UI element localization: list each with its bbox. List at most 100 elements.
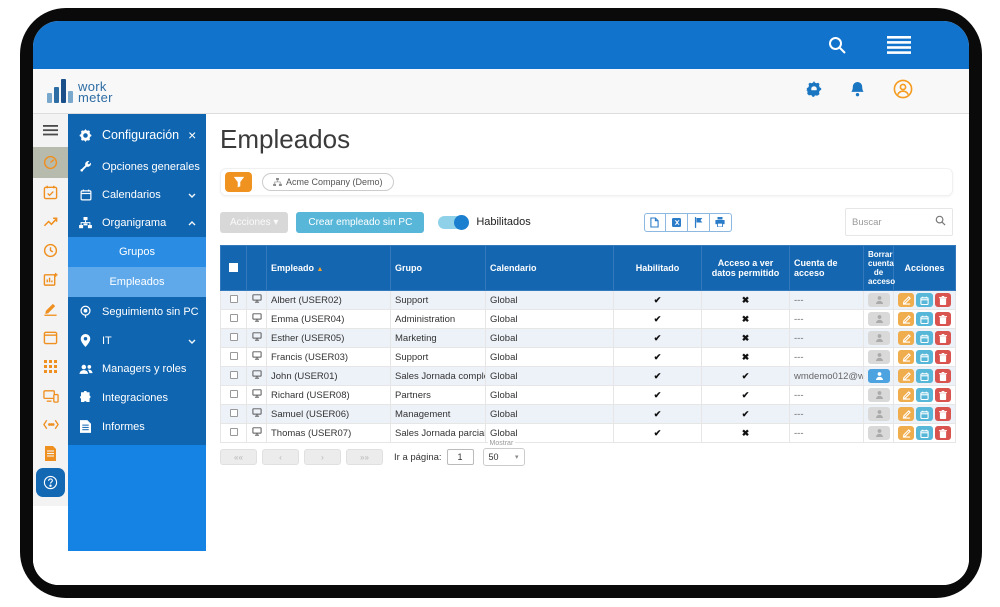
sidebar-item-configuracion[interactable]: Configuración ×	[68, 120, 206, 152]
edit-pencil-icon[interactable]	[33, 294, 68, 323]
employee-name[interactable]: Samuel (USER06)	[266, 404, 391, 424]
delete-button[interactable]	[934, 388, 951, 402]
row-checkbox[interactable]	[229, 370, 238, 379]
sidebar-item-seguimiento-sin-pc[interactable]: Seguimiento sin PC	[68, 297, 206, 326]
company-filter-chip[interactable]: Acme Company (Demo)	[262, 173, 394, 191]
row-checkbox[interactable]	[229, 351, 238, 360]
collapse-menu-icon[interactable]	[43, 123, 58, 141]
edit-button[interactable]	[898, 331, 915, 345]
dashboard-icon[interactable]	[33, 147, 68, 178]
delete-account-button[interactable]	[868, 350, 890, 364]
clock-icon[interactable]	[33, 236, 68, 265]
delete-button[interactable]	[934, 312, 951, 326]
close-icon[interactable]: ×	[188, 127, 197, 143]
delete-button[interactable]	[934, 331, 951, 345]
sidebar-item-integraciones[interactable]: Integraciones	[68, 383, 206, 412]
calendar-button[interactable]	[916, 388, 933, 402]
delete-account-button[interactable]	[868, 312, 890, 326]
delete-account-button[interactable]	[868, 407, 890, 421]
print-button[interactable]	[709, 212, 732, 232]
employee-name[interactable]: Albert (USER02)	[266, 290, 391, 310]
workmeter-logo[interactable]: work meter	[47, 79, 113, 104]
sidebar-item-empleados[interactable]: Empleados	[68, 267, 206, 297]
sidebar-item-organigrama[interactable]: Organigrama	[68, 209, 206, 237]
trend-chart-icon[interactable]	[33, 207, 68, 236]
col-calendario[interactable]: Calendario	[485, 245, 614, 291]
employee-name[interactable]: Richard (USER08)	[266, 385, 391, 405]
create-employee-button[interactable]: Crear empleado sin PC	[296, 211, 425, 233]
goto-page-input[interactable]	[446, 449, 474, 465]
edit-button[interactable]	[898, 293, 915, 307]
employee-name[interactable]: Francis (USER03)	[266, 347, 391, 367]
filter-button[interactable]	[225, 172, 252, 192]
delete-account-button[interactable]	[868, 369, 890, 383]
sidebar-item-opciones-generales[interactable]: Opciones generales	[68, 152, 206, 181]
apps-grid-icon[interactable]	[33, 352, 68, 381]
enabled-toggle[interactable]	[438, 214, 470, 230]
col-acceso[interactable]: Acceso a ver datos permitido	[701, 245, 790, 291]
row-checkbox[interactable]	[229, 408, 238, 417]
edit-button[interactable]	[898, 388, 915, 402]
calendar-button[interactable]	[916, 407, 933, 421]
calendar-button[interactable]	[916, 369, 933, 383]
row-checkbox[interactable]	[229, 332, 238, 341]
document-icon[interactable]	[33, 439, 68, 468]
sidebar-item-calendarios[interactable]: Calendarios	[68, 181, 206, 209]
calendar-button[interactable]	[916, 426, 933, 440]
export-excel-button[interactable]	[665, 212, 688, 232]
search-icon[interactable]	[935, 213, 946, 231]
col-habilitado[interactable]: Habilitado	[613, 245, 702, 291]
calendar-button[interactable]	[916, 331, 933, 345]
delete-account-button[interactable]	[868, 331, 890, 345]
export-pdf-button[interactable]	[643, 212, 666, 232]
notifications-bell-icon[interactable]	[850, 81, 865, 102]
sidebar-item-informes[interactable]: Informes	[68, 412, 206, 441]
row-checkbox[interactable]	[229, 389, 238, 398]
report-add-icon[interactable]	[33, 265, 68, 294]
edit-button[interactable]	[898, 312, 915, 326]
edit-button[interactable]	[898, 426, 915, 440]
user-avatar-icon[interactable]	[893, 79, 913, 104]
calendar-button[interactable]	[916, 312, 933, 326]
employee-name[interactable]: John (USER01)	[266, 366, 391, 386]
calendar-button[interactable]	[916, 293, 933, 307]
edit-button[interactable]	[898, 369, 915, 383]
col-cuenta[interactable]: Cuenta de acceso	[789, 245, 864, 291]
row-checkbox[interactable]	[229, 313, 238, 322]
employee-name[interactable]: Emma (USER04)	[266, 309, 391, 329]
delete-account-button[interactable]	[868, 388, 890, 402]
delete-button[interactable]	[934, 293, 951, 307]
col-grupo[interactable]: Grupo	[390, 245, 486, 291]
search-icon[interactable]	[827, 35, 847, 55]
code-tag-icon[interactable]	[33, 410, 68, 439]
help-button[interactable]	[36, 468, 65, 497]
delete-button[interactable]	[934, 350, 951, 364]
calendar-button[interactable]	[916, 350, 933, 364]
settings-gear-icon[interactable]	[805, 80, 822, 102]
col-empleado[interactable]: Empleado ▲	[266, 245, 391, 291]
edit-button[interactable]	[898, 350, 915, 364]
devices-icon[interactable]	[33, 381, 68, 410]
sidebar-item-grupos[interactable]: Grupos	[68, 237, 206, 267]
row-checkbox[interactable]	[229, 427, 238, 436]
delete-account-button[interactable]	[868, 426, 890, 440]
first-page-button[interactable]: ««	[220, 449, 257, 465]
page-size-select[interactable]: 50 ▾	[482, 448, 525, 466]
delete-button[interactable]	[934, 407, 951, 421]
delete-account-button[interactable]	[868, 293, 890, 307]
col-borrar-cuenta[interactable]: Borrar cuenta de acceso	[863, 245, 895, 291]
menu-icon[interactable]	[887, 36, 911, 54]
row-checkbox[interactable]	[229, 294, 238, 303]
sidebar-item-it[interactable]: IT	[68, 326, 206, 355]
prev-page-button[interactable]: ‹	[262, 449, 299, 465]
actions-dropdown-button[interactable]: Acciones ▾	[220, 211, 289, 233]
last-page-button[interactable]: »»	[346, 449, 383, 465]
sidebar-item-managers-y-roles[interactable]: Managers y roles	[68, 355, 206, 383]
calendar-icon[interactable]	[33, 323, 68, 352]
edit-button[interactable]	[898, 407, 915, 421]
employee-name[interactable]: Esther (USER05)	[266, 328, 391, 348]
delete-button[interactable]	[934, 369, 951, 383]
search-input[interactable]	[851, 216, 932, 228]
select-all-checkbox[interactable]	[220, 245, 247, 291]
export-flag-button[interactable]	[687, 212, 710, 232]
